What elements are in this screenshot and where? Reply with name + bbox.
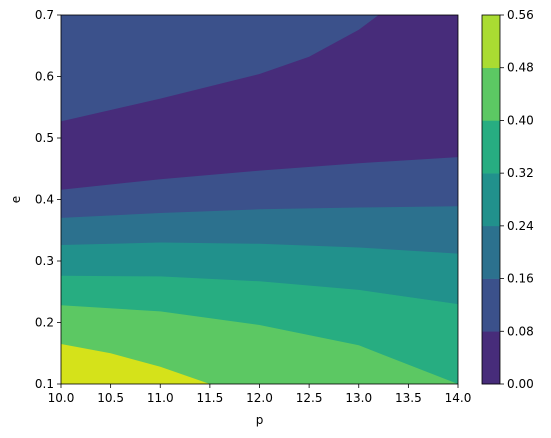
y-tick-label: 0.7 (35, 8, 54, 22)
colorbar-swatch (482, 120, 500, 174)
x-tick-label: 14.0 (445, 391, 472, 405)
y-tick-label: 0.5 (35, 131, 54, 145)
colorbar: 0.00 0.08 0.16 0.24 0.32 0.40 0.48 0.56 (481, 8, 534, 391)
colorbar-tick-label: 0.00 (507, 377, 534, 391)
y-tick-label: 0.4 (35, 193, 54, 207)
x-axis-label: p (256, 413, 264, 427)
contour-fills (61, 15, 458, 384)
colorbar-swatch (482, 173, 500, 227)
y-tick-label: 0.3 (35, 254, 54, 268)
x-tick-label: 10.5 (97, 391, 124, 405)
x-tick-label: 11.0 (147, 391, 174, 405)
contour-region-below-0.40 (61, 305, 458, 384)
contour-region-below-0.48 (61, 344, 458, 384)
colorbar-tick-label: 0.08 (507, 324, 534, 338)
x-tick-label: 13.0 (345, 391, 372, 405)
colorbar-swatch (482, 67, 500, 121)
colorbar-swatch (482, 15, 500, 69)
colorbar-tick-label: 0.16 (507, 272, 534, 286)
y-axis: 0.1 0.2 0.3 0.4 0.5 0.6 0.7 (35, 8, 61, 391)
colorbar-swatch (482, 278, 500, 332)
colorbar-tick-label: 0.32 (507, 166, 534, 180)
y-tick-label: 0.6 (35, 70, 54, 84)
x-axis: 10.0 10.5 11.0 11.5 12.0 12.5 13.0 13.5 14.0 (48, 384, 472, 405)
colorbar-tick-label: 0.56 (507, 8, 534, 22)
colorbar-tick-label: 0.24 (507, 219, 534, 233)
colorbar-frame (481, 14, 501, 385)
colorbar-tick-label: 0.48 (507, 61, 534, 75)
colorbar-swatch (482, 225, 500, 279)
x-tick-label: 12.5 (296, 391, 323, 405)
y-tick-label: 0.1 (35, 377, 54, 391)
colorbar-tick-label: 0.40 (507, 113, 534, 127)
x-tick-label: 11.5 (197, 391, 224, 405)
y-tick-label: 0.2 (35, 316, 54, 330)
x-tick-label: 13.5 (395, 391, 422, 405)
y-axis-label: e (9, 196, 23, 203)
colorbar-swatch (482, 331, 500, 385)
x-tick-label: 10.0 (48, 391, 75, 405)
x-tick-label: 12.0 (246, 391, 273, 405)
